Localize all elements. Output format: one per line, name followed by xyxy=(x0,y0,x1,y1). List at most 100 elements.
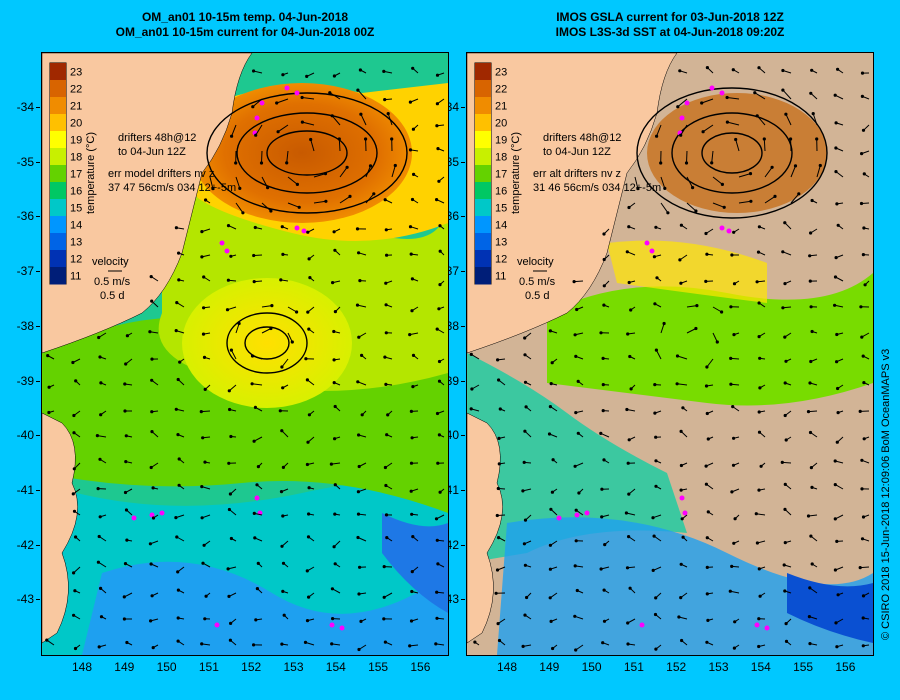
current-arrow-head xyxy=(548,567,552,571)
current-arrow-head xyxy=(725,120,729,124)
current-arrow-head xyxy=(859,305,863,309)
current-arrow-head xyxy=(818,163,822,168)
current-arrow-head xyxy=(238,186,242,190)
current-arrow-head xyxy=(497,378,501,382)
current-arrow-head xyxy=(281,73,285,77)
model-temperature-map[interactable]: 23 22 21 20 19 18 17 16 15 14 13 12 11 temperature (… xyxy=(41,52,449,656)
current-arrow-head xyxy=(625,250,629,254)
current-arrow xyxy=(365,165,371,178)
current-arrow-head xyxy=(174,329,178,333)
current-arrow-head xyxy=(748,172,753,176)
current-arrow-head xyxy=(408,644,412,648)
colorbar-tick: 19 xyxy=(70,135,82,147)
current-arrow-head xyxy=(653,411,657,415)
current-arrow xyxy=(701,98,714,104)
current-arrow xyxy=(313,200,326,204)
left-map-title: OM_an01 10-15m temp. 04-Jun-2018 OM_an01… xyxy=(35,10,455,40)
current-arrow-head xyxy=(550,361,554,365)
current-arrow-head xyxy=(256,465,260,469)
current-arrow-head xyxy=(386,413,390,417)
current-arrow-head xyxy=(384,382,388,386)
current-arrow xyxy=(782,89,792,100)
current-arrow-head xyxy=(722,205,726,209)
colorbar-tick: 22 xyxy=(70,84,82,96)
current-arrow-head xyxy=(680,517,684,521)
current-arrow-head xyxy=(573,564,577,568)
current-arrow-head xyxy=(701,130,705,134)
current-arrow-head xyxy=(836,67,840,71)
australia-mainland xyxy=(467,53,678,354)
current-arrow-head xyxy=(437,359,442,364)
current-arrow-head xyxy=(710,161,714,165)
current-arrow-head xyxy=(808,381,812,385)
current-arrow xyxy=(255,124,263,136)
current-arrow-head xyxy=(385,536,389,540)
current-arrow xyxy=(790,165,796,178)
current-arrow-head xyxy=(523,563,527,567)
current-arrow-head xyxy=(72,613,76,617)
current-arrow-head xyxy=(494,591,498,595)
current-arrow-head xyxy=(357,464,361,469)
satellite-sst-map[interactable]: 23 22 21 20 19 18 17 16 15 14 13 12 11 temperature (… xyxy=(466,52,874,656)
current-arrow-head xyxy=(305,619,310,623)
current-arrow-head xyxy=(731,405,735,409)
colorbar-tick: 23 xyxy=(495,67,507,79)
current-arrow-head xyxy=(706,437,710,441)
current-arrow-head xyxy=(201,436,205,440)
current-arrow-head xyxy=(599,567,603,571)
warm-eddy-sst xyxy=(647,93,827,213)
current-arrow-head xyxy=(858,566,862,570)
current-arrow-head xyxy=(437,179,441,183)
current-arrow-head xyxy=(150,410,154,414)
current-arrow xyxy=(702,124,714,133)
current-arrow-head xyxy=(364,137,368,141)
colorbar-label: temperature (°C) xyxy=(510,132,522,214)
current-arrow-head xyxy=(663,186,667,190)
current-arrow-head xyxy=(202,355,207,359)
current-arrow-head xyxy=(409,489,413,493)
current-arrow-head xyxy=(437,433,441,437)
current-arrow-head xyxy=(356,490,360,494)
current-arrow-head xyxy=(307,413,311,417)
current-arrow-head xyxy=(382,565,386,569)
current-arrow-head xyxy=(357,335,361,339)
cold-core-eddy-region xyxy=(182,278,352,408)
model-map-canvas: 23 22 21 20 19 18 17 16 15 14 13 12 11 temperature (… xyxy=(42,53,448,655)
current-arrow-head xyxy=(599,431,603,435)
current-arrow-head xyxy=(834,121,838,125)
err-line2: 37 47 56cm/s 034 12+-5m xyxy=(108,182,236,194)
current-arrow-head xyxy=(409,252,413,256)
current-arrow-head xyxy=(435,102,439,106)
current-arrow-head xyxy=(333,248,337,252)
current-arrow-head xyxy=(148,542,152,546)
current-arrow-head xyxy=(125,640,129,645)
longitude-tick: 152 xyxy=(666,660,687,674)
current-arrow-head xyxy=(783,381,787,385)
current-arrow xyxy=(287,176,298,185)
current-arrow-head xyxy=(495,513,499,518)
current-arrow-head xyxy=(757,335,761,339)
current-arrow-head xyxy=(332,329,336,334)
current-arrow-head xyxy=(383,98,387,102)
current-arrow-head xyxy=(793,164,798,168)
current-arrow-head xyxy=(863,283,867,287)
current-arrow-head xyxy=(833,568,837,572)
colorbar-swatch xyxy=(50,97,66,115)
current-arrow-head xyxy=(328,91,332,95)
current-arrow-head xyxy=(694,209,698,213)
current-arrow-head xyxy=(808,586,812,590)
current-arrow-head xyxy=(470,387,474,391)
current-arrow-head xyxy=(548,596,552,600)
current-arrow-head xyxy=(98,457,102,461)
current-arrow-head xyxy=(809,305,813,309)
current-arrow-head xyxy=(124,460,128,464)
current-arrow-head xyxy=(575,307,579,312)
current-arrow-head xyxy=(758,356,762,360)
current-arrow-head xyxy=(228,407,232,412)
current-arrow-head xyxy=(783,413,787,418)
current-arrow-head xyxy=(806,410,811,414)
current-arrow-head xyxy=(333,562,337,566)
current-arrow-head xyxy=(227,507,231,512)
current-arrow-head xyxy=(833,275,838,279)
eddy-streamlines xyxy=(636,87,828,219)
